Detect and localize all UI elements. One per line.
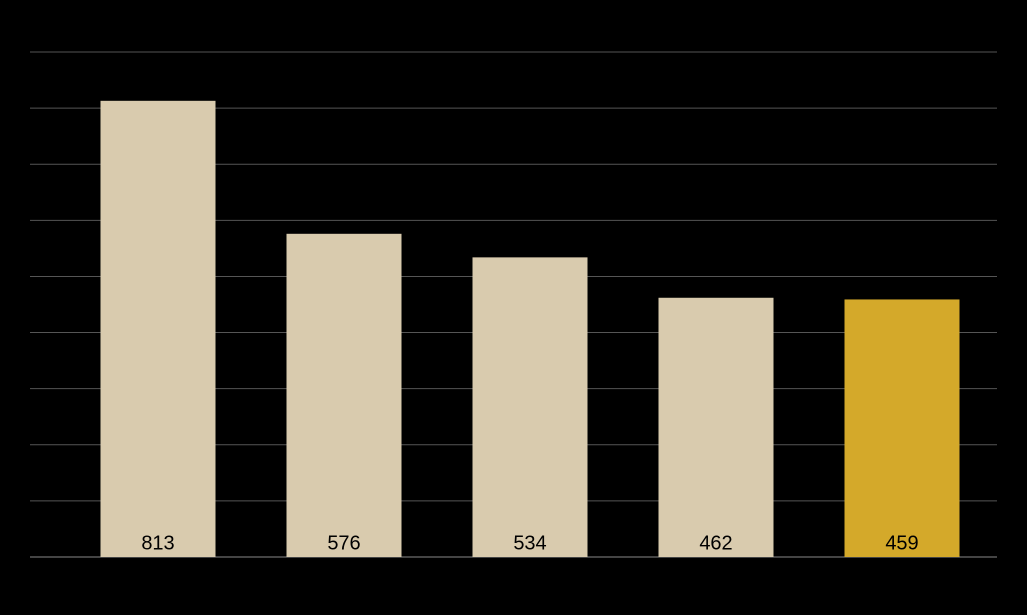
value-label: 813	[141, 532, 174, 554]
bar	[658, 297, 774, 557]
bar	[286, 233, 402, 558]
value-label: 462	[699, 532, 732, 554]
bar	[100, 100, 216, 558]
bar	[844, 299, 960, 557]
value-label: 576	[327, 532, 360, 554]
bar	[472, 257, 588, 557]
value-label: 534	[513, 532, 546, 554]
value-label: 459	[885, 532, 918, 554]
